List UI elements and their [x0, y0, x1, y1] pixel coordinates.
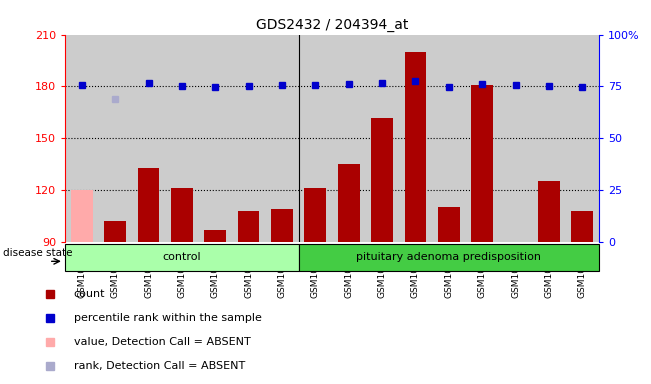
Bar: [305, 189, 326, 242]
Bar: [171, 189, 193, 242]
Bar: [471, 85, 493, 242]
Text: pituitary adenoma predisposition: pituitary adenoma predisposition: [356, 252, 541, 262]
Text: control: control: [163, 252, 201, 262]
Bar: [137, 168, 159, 242]
Text: rank, Detection Call = ABSENT: rank, Detection Call = ABSENT: [74, 361, 245, 371]
Bar: [538, 182, 560, 242]
Bar: [572, 211, 593, 242]
Text: value, Detection Call = ABSENT: value, Detection Call = ABSENT: [74, 338, 251, 348]
Bar: [404, 52, 426, 242]
Bar: [338, 164, 359, 242]
Text: percentile rank within the sample: percentile rank within the sample: [74, 313, 262, 323]
Bar: [238, 211, 260, 242]
Text: disease state: disease state: [3, 248, 73, 258]
Bar: [438, 207, 460, 242]
Bar: [299, 244, 599, 271]
Bar: [204, 230, 226, 242]
Bar: [371, 118, 393, 242]
Bar: [271, 209, 293, 242]
Title: GDS2432 / 204394_at: GDS2432 / 204394_at: [256, 18, 408, 32]
Text: count: count: [74, 289, 105, 299]
Bar: [104, 221, 126, 242]
Bar: [71, 190, 92, 242]
Bar: [65, 244, 299, 271]
